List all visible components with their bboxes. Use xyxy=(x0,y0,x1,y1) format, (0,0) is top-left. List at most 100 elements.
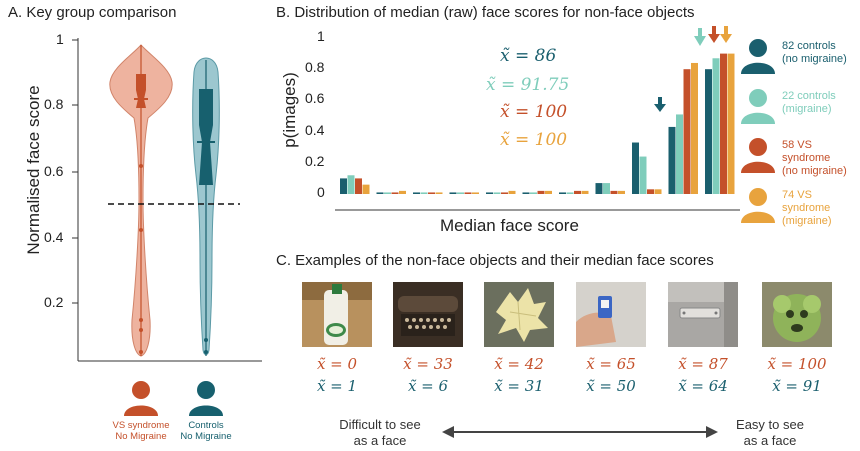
bar-4-series-0 xyxy=(449,192,457,194)
legend-vs-no-migraine: 58 VS syndrome (no migraine) xyxy=(782,139,860,178)
bar-11-series-2 xyxy=(720,53,727,194)
bar-4-series-1 xyxy=(457,192,464,194)
median-text-vs-migraine: x̃ = 100 xyxy=(500,130,568,150)
legend-line2: (no migraine) xyxy=(782,53,847,65)
vs-group-label-line2: No Migraine xyxy=(115,431,167,442)
legend-icon-controls-no-migraine xyxy=(741,39,775,74)
bar-9-series-3 xyxy=(654,189,662,194)
scale-left-label: Difficult to see as a face xyxy=(320,417,440,449)
example-image-typewriter xyxy=(393,282,463,347)
median-text-controls-no-migraine: x̃ = 86 xyxy=(500,46,557,66)
example-score-vs: x̃ = 100 xyxy=(767,355,827,373)
controls-group-label: Controls No Migraine xyxy=(166,420,246,442)
bar-11-series-3 xyxy=(727,53,735,194)
example-score-controls: x̃ = 31 xyxy=(494,377,544,395)
bar-7-series-2 xyxy=(574,190,581,194)
bar-10-series-0 xyxy=(668,126,676,194)
bar-8-series-3 xyxy=(618,190,625,194)
difficulty-scale-arrow xyxy=(442,426,718,438)
bar-8-series-2 xyxy=(610,190,618,194)
vs-outlier xyxy=(139,350,143,354)
panel-b-ytick: 0.2 xyxy=(305,153,325,169)
example-score-controls: x̃ = 91 xyxy=(772,377,822,395)
scale-left-line2: as a face xyxy=(353,433,407,448)
bar-1-series-3 xyxy=(362,184,370,194)
panel-a-ytick: 0.2 xyxy=(44,294,64,310)
panel-a-ytick: 0.4 xyxy=(44,229,64,245)
example-score-controls: x̃ = 6 xyxy=(407,377,449,395)
example-image-hand-with-card xyxy=(576,282,646,347)
panel-b-ytick: 0.6 xyxy=(305,90,325,106)
example-image-milk-jug xyxy=(302,282,372,347)
scale-right-label: Easy to see as a face xyxy=(720,417,820,449)
example-image-wall-plate xyxy=(668,282,738,347)
vs-outlier xyxy=(139,164,143,168)
panel-b-ytick: 0 xyxy=(317,184,325,200)
bar-3-series-0 xyxy=(413,192,420,194)
bar-7-series-3 xyxy=(581,190,589,194)
bar-6-series-3 xyxy=(545,190,552,194)
controls-outlier xyxy=(204,350,208,354)
scale-right-line1: Easy to see xyxy=(736,417,804,432)
example-score-vs: x̃ = 42 xyxy=(494,355,544,373)
bar-2-series-0 xyxy=(376,192,384,194)
bar-2-series-1 xyxy=(384,192,391,194)
bar-1-series-2 xyxy=(355,178,362,194)
bar-4-series-3 xyxy=(472,192,479,194)
bar-4-series-2 xyxy=(464,192,472,194)
bar-11-series-1 xyxy=(712,58,720,194)
panel-b-ytick: 0.4 xyxy=(305,122,325,138)
vs-group-label: VS syndrome No Migraine xyxy=(101,420,181,442)
bar-7-series-0 xyxy=(559,192,566,194)
bar-2-series-2 xyxy=(391,192,399,194)
vs-outlier xyxy=(139,328,143,332)
legend-icon-controls-migraine xyxy=(741,89,775,124)
controls-outlier xyxy=(204,338,208,342)
legend-line1: 82 controls xyxy=(782,40,836,52)
legend-line1: 74 VS syndrome xyxy=(782,189,831,214)
vs-outlier xyxy=(139,318,143,322)
bar-3-series-3 xyxy=(435,192,443,194)
bar-7-series-1 xyxy=(566,192,574,194)
vs-outlier xyxy=(139,228,143,232)
legend-controls-no-migraine: 82 controls (no migraine) xyxy=(782,40,847,66)
example-score-vs: x̃ = 87 xyxy=(678,355,728,373)
bar-6-series-2 xyxy=(537,190,545,194)
bar-9-series-2 xyxy=(647,189,654,194)
bar-8-series-0 xyxy=(595,183,603,194)
panel-a-ytick: 0.6 xyxy=(44,163,64,179)
panel-b-bars xyxy=(340,53,735,195)
bar-10-series-3 xyxy=(691,62,698,195)
bar-5-series-1 xyxy=(493,192,501,194)
median-arrow-controls-no-migraine xyxy=(654,97,666,112)
bar-6-series-0 xyxy=(522,192,530,194)
bar-5-series-0 xyxy=(486,192,493,194)
bar-8-series-1 xyxy=(603,183,610,194)
example-image-leaf xyxy=(484,282,554,347)
legend-line2: (no migraine) xyxy=(782,165,847,177)
example-score-controls: x̃ = 64 xyxy=(678,377,728,395)
bar-2-series-3 xyxy=(399,190,406,194)
median-arrow-controls-migraine xyxy=(694,28,706,46)
legend-line2: (migraine) xyxy=(782,103,832,115)
legend-vs-migraine: 74 VS syndrome (migraine) xyxy=(782,189,860,228)
vs-group-label-line1: VS syndrome xyxy=(112,420,170,431)
controls-group-icon xyxy=(189,381,223,416)
median-arrow-vs-migraine xyxy=(720,26,732,43)
bar-9-series-1 xyxy=(639,156,647,194)
panel-b-ytick: 0.8 xyxy=(305,59,325,75)
panel-a-ytick: 1 xyxy=(56,31,64,47)
scale-left-line1: Difficult to see xyxy=(339,417,421,432)
median-arrow-vs-no-migraine xyxy=(708,26,720,43)
legend-icon-vs-migraine xyxy=(741,188,775,223)
controls-group-label-line1: Controls xyxy=(188,420,224,431)
example-score-vs: x̃ = 65 xyxy=(586,355,636,373)
median-text-vs-no-migraine: x̃ = 100 xyxy=(500,102,568,122)
example-score-vs: x̃ = 0 xyxy=(316,355,358,373)
panel-b-xlabel: Median face score xyxy=(440,216,579,235)
legend-icon-vs-no-migraine xyxy=(741,138,775,173)
bar-5-series-3 xyxy=(508,190,516,194)
bar-1-series-0 xyxy=(340,178,347,194)
